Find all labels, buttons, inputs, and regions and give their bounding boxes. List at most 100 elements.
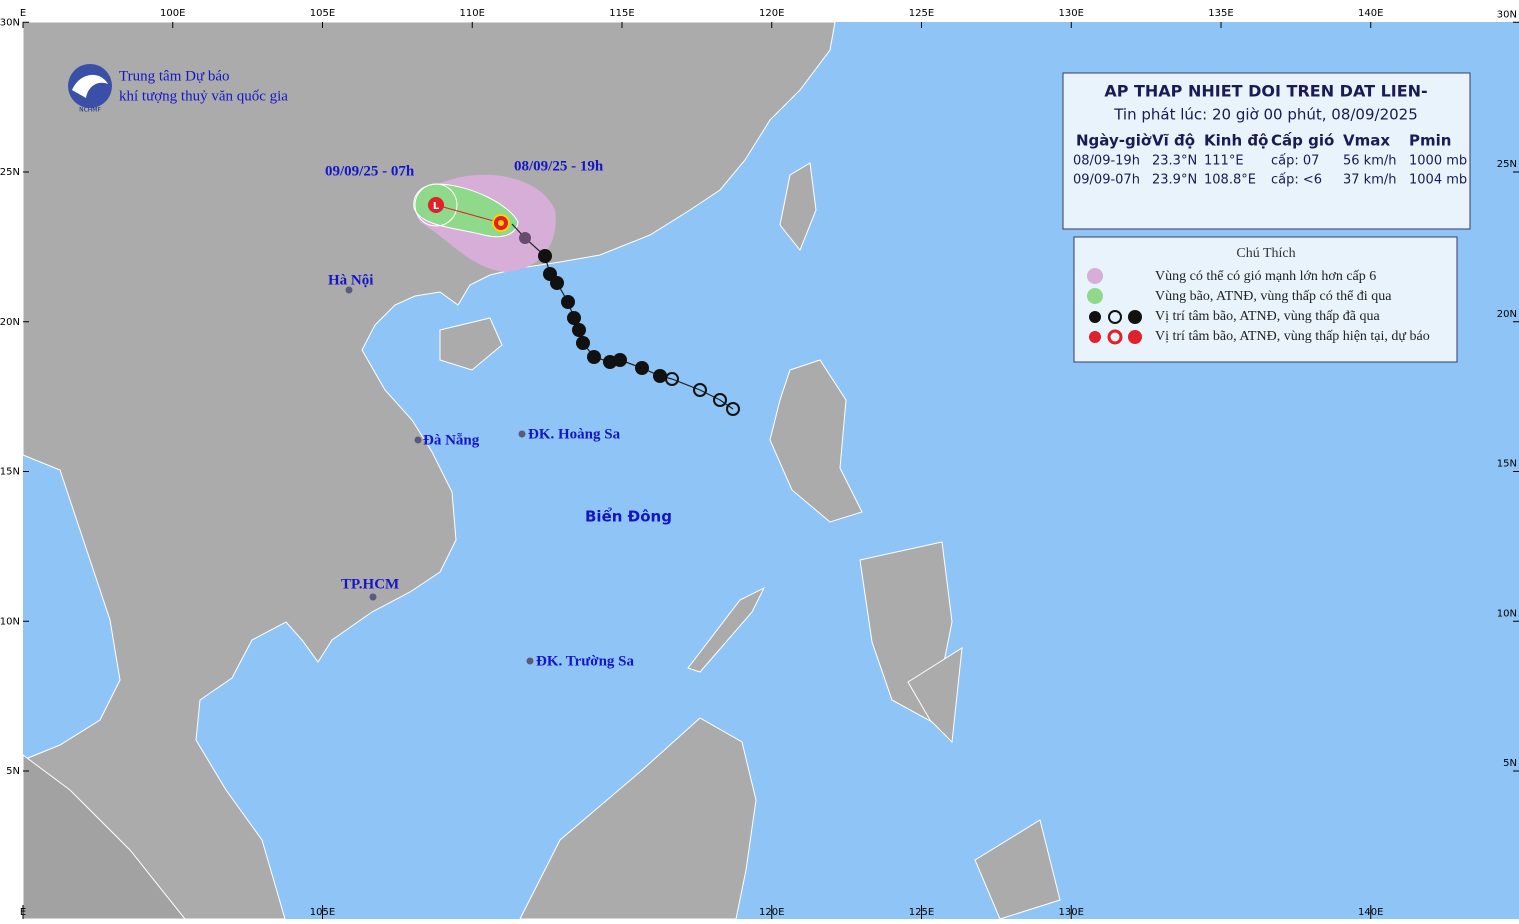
- forecast-track: [435, 204, 502, 224]
- info-issued: Tin phát lúc: 20 giờ 00 phút, 08/09/2025: [1113, 106, 1418, 124]
- legend-label: Vùng bão, ATNĐ, vùng thấp có thể đi qua: [1155, 289, 1392, 304]
- table-header: Pmin: [1409, 132, 1451, 150]
- place-label: ĐK. Trường Sa: [536, 653, 635, 669]
- past-depression: [726, 402, 740, 416]
- lon-tick-label: E: [20, 8, 26, 19]
- lon-tick-label: 130E: [1059, 8, 1084, 19]
- table-cell: 23.3°N: [1152, 154, 1197, 169]
- lat-tick-label: 15N: [1497, 459, 1517, 470]
- table-cell: 37 km/h: [1343, 173, 1397, 188]
- lon-tick-label: 110E: [460, 8, 485, 19]
- table-cell: 1004 mb: [1409, 173, 1467, 188]
- table-cell: cấp: 07: [1271, 154, 1319, 169]
- lon-tick-label: 100E: [160, 8, 185, 19]
- past-storm: [572, 323, 586, 337]
- lat-tick-label: 10N: [1497, 608, 1517, 619]
- lon-tick-label: 140E: [1358, 8, 1383, 19]
- past-positions: [519, 232, 667, 383]
- table-cell: 56 km/h: [1343, 154, 1397, 169]
- legend-swatch: [1128, 310, 1142, 324]
- legend-label: Vị trí tâm bão, ATNĐ, vùng thấp hiện tại…: [1155, 329, 1430, 344]
- lat-tick-label: 15N: [0, 467, 20, 478]
- past-storm: [538, 249, 552, 263]
- lon-tick-label: 115E: [609, 8, 634, 19]
- place-label: Hà Nội: [328, 272, 373, 288]
- org-name: khí tượng thuỷ văn quốc gia: [119, 88, 288, 104]
- lat-tick-label: 20N: [1497, 309, 1517, 320]
- legend-items: Vùng có thể có gió mạnh lớn hơn cấp 6 Vùn…: [1155, 269, 1430, 344]
- lon-tick-label: 140E: [1358, 907, 1383, 918]
- legend-swatch: [1089, 311, 1101, 323]
- lon-tick-label: 125E: [909, 907, 934, 918]
- lon-tick-label: 130E: [1059, 907, 1084, 918]
- time-label: 09/09/25 - 07h: [325, 163, 415, 179]
- legend-swatch: [1089, 331, 1101, 343]
- lon-tick-label: 105E: [310, 907, 335, 918]
- forecast-ring: [414, 183, 458, 227]
- past-storm: [519, 232, 531, 244]
- table-header: Kinh độ: [1204, 132, 1268, 150]
- legend-title: Chú Thích: [1236, 246, 1295, 261]
- legend-label: Vùng có thể có gió mạnh lớn hơn cấp 6: [1155, 269, 1376, 284]
- sea-label: Biển Đông: [585, 507, 672, 526]
- lat-tick-label: 25N: [0, 167, 20, 178]
- dot: [414, 436, 422, 444]
- axes: E 100E 105E 110E 115E 120E 125E 130E 135E 140E E 10…: [0, 8, 1519, 919]
- past-depression: [665, 372, 679, 386]
- table-cell: cấp: <6: [1271, 173, 1322, 188]
- info-title: AP THAP NHIET DOI TREN DAT LIEN-: [1104, 82, 1427, 101]
- info-table: Ngày-giờ Vĩ độ Kinh độ Cấp gió Vmax Pmin 08/09…: [1073, 132, 1467, 188]
- lat-tick-label: 30N: [0, 17, 20, 28]
- past-storm: [567, 311, 581, 325]
- info-box: [1062, 72, 1471, 230]
- lon-tick-label: 120E: [759, 907, 784, 918]
- legend-label: Vị trí tâm bão, ATNĐ, vùng thấp đã qua: [1155, 309, 1381, 324]
- logo-text: NCHMF: [79, 107, 101, 114]
- place-label: ĐK. Hoàng Sa: [528, 426, 621, 442]
- legend-swatch: [1087, 268, 1103, 284]
- past-depression: [713, 393, 727, 407]
- place-dots: [345, 286, 534, 665]
- past-storm: [613, 353, 627, 367]
- storm-area: [413, 183, 519, 238]
- table-cell: 23.9°N: [1152, 173, 1197, 188]
- table-header: Ngày-giờ: [1076, 132, 1152, 150]
- lon-tick-label: E: [20, 907, 26, 918]
- dot: [526, 657, 534, 665]
- place-label: TP.HCM: [341, 576, 399, 592]
- table-header: Vĩ độ: [1152, 132, 1195, 150]
- table-cell: 08/09-19h: [1073, 154, 1140, 169]
- lat-tick-label: 10N: [0, 616, 20, 627]
- legend-swatch: [1108, 310, 1122, 324]
- dot: [345, 286, 353, 294]
- org-name: Trung tâm Dự báo: [119, 68, 230, 84]
- table-header: Vmax: [1343, 132, 1390, 150]
- table-header: Cấp gió: [1271, 132, 1334, 150]
- forecast-position: [428, 197, 444, 213]
- lon-tick-label: 125E: [909, 8, 934, 19]
- logo-wave: [72, 74, 108, 98]
- past-depressions: [665, 372, 740, 416]
- table-cell: 111°E: [1204, 154, 1244, 169]
- table-cell: 108.8°E: [1204, 173, 1256, 188]
- forecast-areas: [413, 174, 556, 272]
- past-storm: [587, 350, 601, 364]
- legend-swatch: [1107, 329, 1123, 345]
- lat-tick-label: 25N: [1497, 159, 1517, 170]
- table-cell: 09/09-07h: [1073, 173, 1140, 188]
- legend-swatch: [1128, 330, 1142, 344]
- table-cell: 1000 mb: [1409, 154, 1467, 169]
- land: [22, 21, 1061, 920]
- past-storm: [561, 295, 575, 309]
- lon-tick-label: 120E: [759, 8, 784, 19]
- lon-tick-label: 135E: [1208, 8, 1233, 19]
- past-storm: [635, 361, 649, 375]
- dot: [518, 430, 526, 438]
- time-label: 08/09/25 - 19h: [514, 158, 604, 174]
- lat-tick-label: 30N: [1497, 9, 1517, 20]
- forecast-symbol: L: [433, 201, 440, 212]
- dot: [369, 593, 377, 601]
- past-storm: [576, 336, 590, 350]
- lat-tick-label: 20N: [0, 317, 20, 328]
